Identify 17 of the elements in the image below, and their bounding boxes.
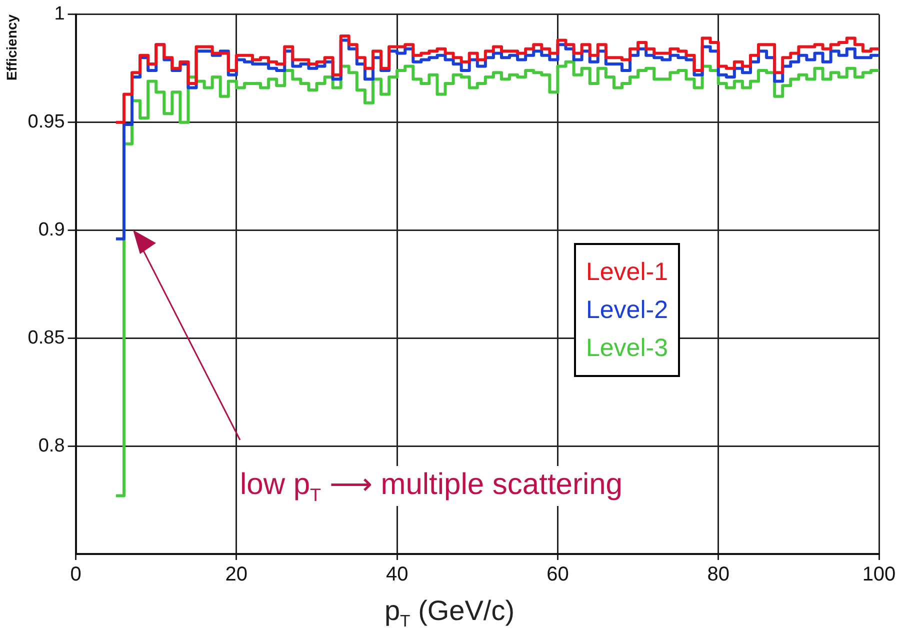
text: Level-1 xyxy=(586,257,668,288)
text: Level-2 xyxy=(586,295,668,326)
y-axis-title: Efficiency xyxy=(3,14,20,81)
x-axis-title: p$_{T}$ (GeV/c) xyxy=(383,595,516,632)
x-tick-label: 80 xyxy=(707,564,730,586)
x-tick-label: 20 xyxy=(225,564,248,586)
y-tick-label: 0.95 xyxy=(28,112,65,133)
y-tick-label: 0.9 xyxy=(38,219,65,240)
y-tick-label: 1 xyxy=(54,4,65,25)
x-tick-label: 0 xyxy=(70,564,82,586)
x-tick-label: 100 xyxy=(862,564,896,586)
x-tick-label: 60 xyxy=(546,564,569,586)
text: Level-3 xyxy=(586,333,668,364)
annotation: low p$_{T}$ ⟶ multiple scattering xyxy=(240,466,622,506)
y-tick-label: 0.8 xyxy=(38,435,65,456)
y-tick-label: 0.85 xyxy=(28,327,65,348)
x-tick-label: 40 xyxy=(386,564,408,586)
